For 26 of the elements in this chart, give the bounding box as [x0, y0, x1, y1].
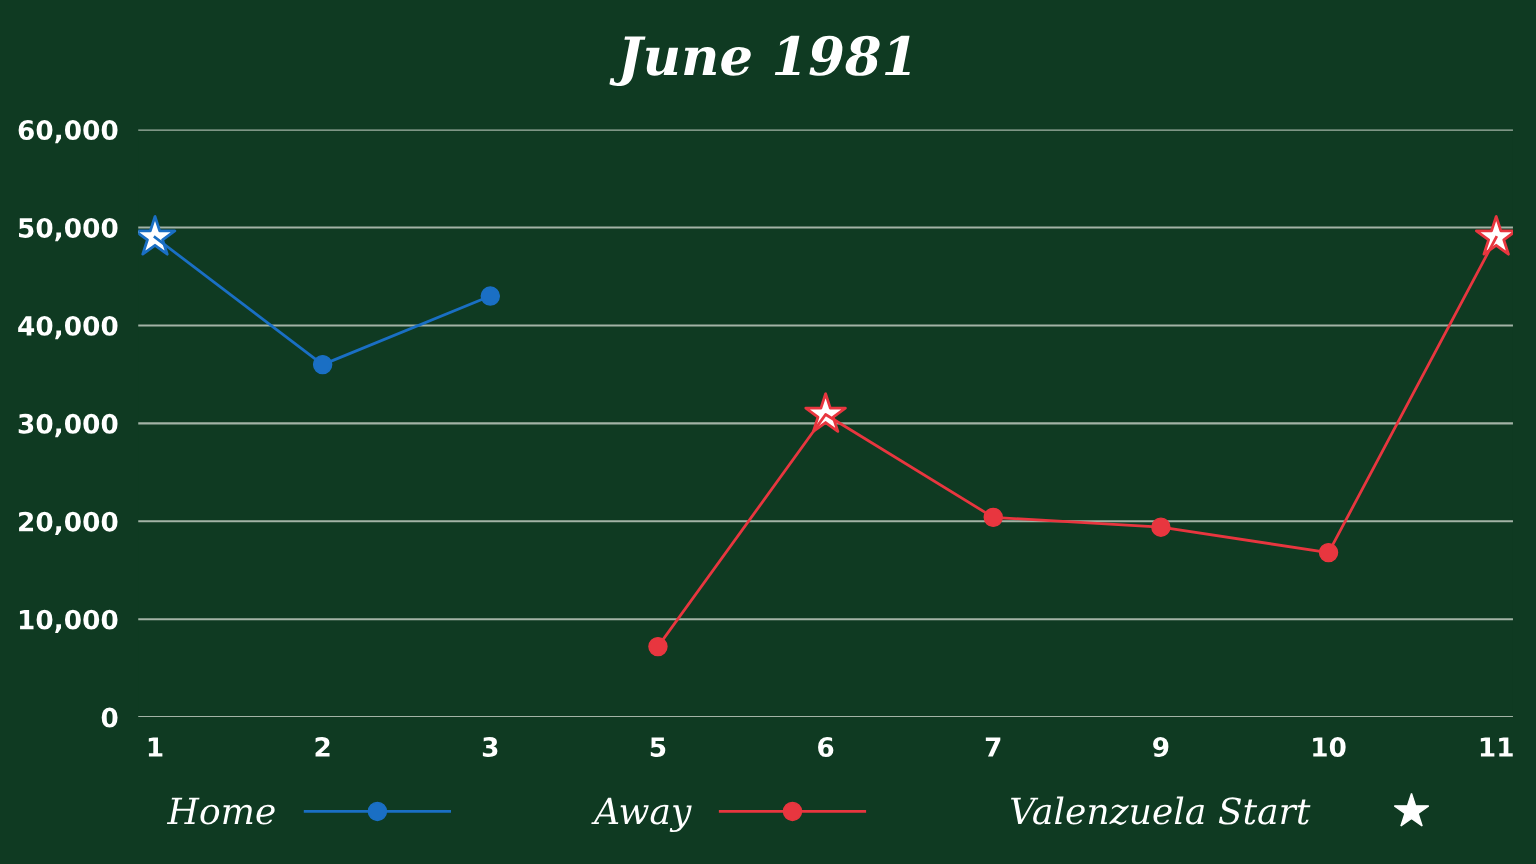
y-tick-label: 10,000	[19, 609, 118, 633]
x-tick-label: 11	[1480, 737, 1513, 757]
point	[312, 354, 333, 375]
legend-label: Home	[166, 797, 275, 825]
x-tick-label: 5	[650, 737, 666, 757]
x-tick-label: 9	[1153, 737, 1169, 757]
point	[648, 636, 668, 657]
x-tick-label: 7	[985, 737, 1001, 757]
point	[983, 507, 1003, 528]
y-tick-label: 0	[101, 707, 118, 728]
legend-label: Valenzuela Start	[1010, 796, 1311, 825]
point	[1151, 517, 1171, 537]
legend-label: Away	[591, 797, 692, 833]
chart-title: June 1981	[609, 35, 910, 87]
y-tick-label: 30,000	[18, 413, 118, 438]
y-tick-label: 20,000	[19, 511, 118, 536]
y-tick-label: 60,000	[18, 120, 118, 144]
point	[1318, 542, 1339, 563]
y-tick-label: 40,000	[18, 315, 118, 340]
y-tick-label: 50,000	[19, 217, 118, 242]
x-tick-label: 10	[1313, 737, 1346, 757]
x-tick-label: 1	[148, 737, 163, 757]
x-tick-label: 3	[482, 737, 498, 757]
x-tick-label: 6	[818, 737, 834, 757]
point	[480, 286, 501, 306]
x-tick-label: 2	[315, 737, 330, 757]
